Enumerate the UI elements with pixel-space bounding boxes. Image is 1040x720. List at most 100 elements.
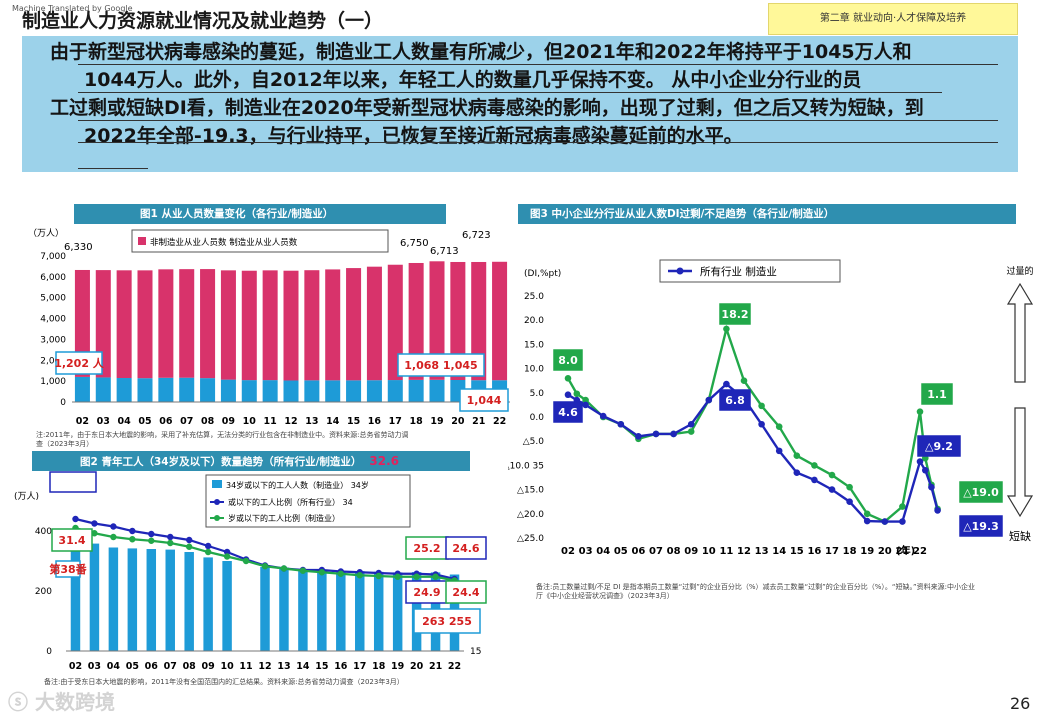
chart2-all-ratio-point [148,530,155,538]
chart2-bar-young-workers [70,535,81,651]
chart1-ytick: 5,000 [40,294,66,304]
chart3-label-all-2002-box [553,401,583,423]
chart3-manufacturing-point [828,471,836,479]
chart1-ytick: 0 [60,398,66,408]
chart3-label-mfg-2012: 18.2 [721,308,748,321]
chart2-bar-young-workers [165,549,175,651]
chart3-xtick: 03 [579,546,593,557]
chart2-label-mfg-ratio-2021: 24.9 [413,586,440,599]
chart3-xtick: 12 [737,546,751,557]
chart3-all-industry-point [635,433,642,440]
chart1-bar-manufacturing [220,379,236,402]
chart1-note-line1: 注:2011年，由于东日本大地震的影响，采用了补充估算，无法分类的行业包含在非制… [36,431,409,439]
chart3-all-industry-point [617,420,625,428]
chart3-label-mfg-2022b: △19.0 [963,486,999,499]
chart2-label-all-ratio-2022-box [445,536,487,560]
chart1-xtick: 08 [201,416,215,427]
chart1-bar-non-manufacturing [158,269,174,378]
chart1-xtick: 14 [326,416,340,427]
chart3-manufacturing-point [740,377,748,384]
chart3-xtick: 04 [596,546,610,557]
chart3-xtick: 20 [878,546,892,557]
chart1-unit-label: （万人） [28,228,64,239]
chart1-label-total-2022: 6,723 [462,230,491,241]
chart3-ytick: △15.0 [517,486,544,496]
chart2-xtick: 03 [88,661,101,672]
chart2-bar-young-workers [108,547,119,651]
chart3-xtick: 16 [807,546,821,557]
chart3-label-all-2022b: △19.3 [963,520,999,533]
chart1-bar-manufacturing [283,380,299,402]
chart1-bar-non-manufacturing [346,268,362,381]
chart3-xtick: 19 [860,546,874,557]
summary-underline-5 [78,168,148,169]
chart1-xtick: 04 [118,416,132,427]
chart2-mfg-ratio-point [394,573,401,580]
chart3-xtick: 05 [614,546,628,557]
chart3-all-industry-point [775,447,783,455]
chart2-bar-young-workers [260,567,270,651]
chart1-bar-non-manufacturing [366,266,382,381]
chart3-xtick: 11 [719,546,733,557]
watermark-logo: ⓢ 大数跨境 [8,690,115,714]
chart1-bar-non-manufacturing [429,261,445,380]
chart1-label-mfg-2020-21: 1,068 1,045 [404,359,477,372]
chart3-label-mfg-2022a: 1.1 [927,388,947,401]
chart3-manufacturing-point [687,428,695,435]
chart3-ytick: 25.0 [524,292,544,302]
chart2-label-all-ratio-2021: 25.2 [413,542,440,555]
chart2-xtick: 16 [334,661,348,672]
chart1-bar-non-manufacturing [241,270,257,381]
chart1-xtick: 17 [389,416,402,427]
chart3-label-mfg-2022a-box [921,383,953,405]
chart1-bar-non-manufacturing [492,261,508,381]
chart1-bar-non-manufacturing [262,270,278,381]
watermark-logo-text: 大数跨境 [34,690,115,714]
chart1-bar-non-manufacturing [283,270,299,381]
chart1-xtick: 19 [430,416,443,427]
chart1-bar-non-manufacturing [387,264,403,381]
chart3-all-industry-point [899,518,906,525]
chart3-all-industry-point [863,517,871,525]
chart1-bar-manufacturing [325,380,341,402]
chart1-bar-non-manufacturing [137,270,153,379]
chart2-label-count-note-box [55,560,81,578]
chart3-all-industry-point [705,396,713,404]
chart2-legend-text-3: 岁或以下的工人比例（制造业） [228,513,340,523]
chart2-bar-young-workers [279,567,289,651]
chart1-bar-manufacturing [387,380,403,402]
chart1-label-mfg-2020-21-box [397,353,485,377]
chart3-all-industry-point [921,466,929,474]
chart3-all-industry-point [881,518,889,525]
chart3-excess-arrow-icon [1006,282,1034,383]
chart1-bar-non-manufacturing [200,269,216,379]
chart1-xtick: 15 [347,416,360,427]
chart2-mfg-ratio-point [261,563,269,570]
chart2-xtick: 05 [126,661,139,672]
chart3-xtick: 09 [684,546,698,557]
chart1-bar-manufacturing [346,380,362,402]
chart3-ytick: △25.0 [517,534,544,544]
chart3-xtick: 21 [895,546,909,557]
chart3-all-industry-point [828,486,836,493]
chart3-xtick: 22 [913,546,927,557]
chart1-xtick: 06 [159,416,173,427]
chart2-mfg-ratio-point [110,533,117,541]
chart2-mfg-ratio-point [129,536,136,543]
summary-line-2: 1044万人。此外，自2012年以来，年轻工人的数量几乎保持不变。 从中小企业分… [84,69,862,91]
chart2-xtick: 22 [448,661,461,672]
chart1-ytick: 1,000 [40,377,66,387]
chart3-ytick: 10.0 [524,365,544,375]
chart2-bar-young-workers [203,557,213,651]
chart3-note-line2: 厅《中小企业经营状况调查》（2023年3月） [536,592,674,600]
chart2-bar-young-workers [184,552,194,651]
chart2-xtick: 12 [258,661,271,672]
chart2-xtick: 18 [372,661,386,672]
summary-line-3: 工过剩或短缺DI看，制造业在2020年受新型冠状病毒感染的影响，出现了过剩，但之… [50,97,924,119]
chart3-legend-marker [676,267,684,275]
chart2-mfg-ratio-point [432,573,439,580]
chart3-all-industry-point [758,420,765,428]
chart1-bar-non-manufacturing [74,269,90,377]
chart2-xtick: 20 [410,661,424,672]
chart2-label-count-2021-22-box [413,608,481,634]
